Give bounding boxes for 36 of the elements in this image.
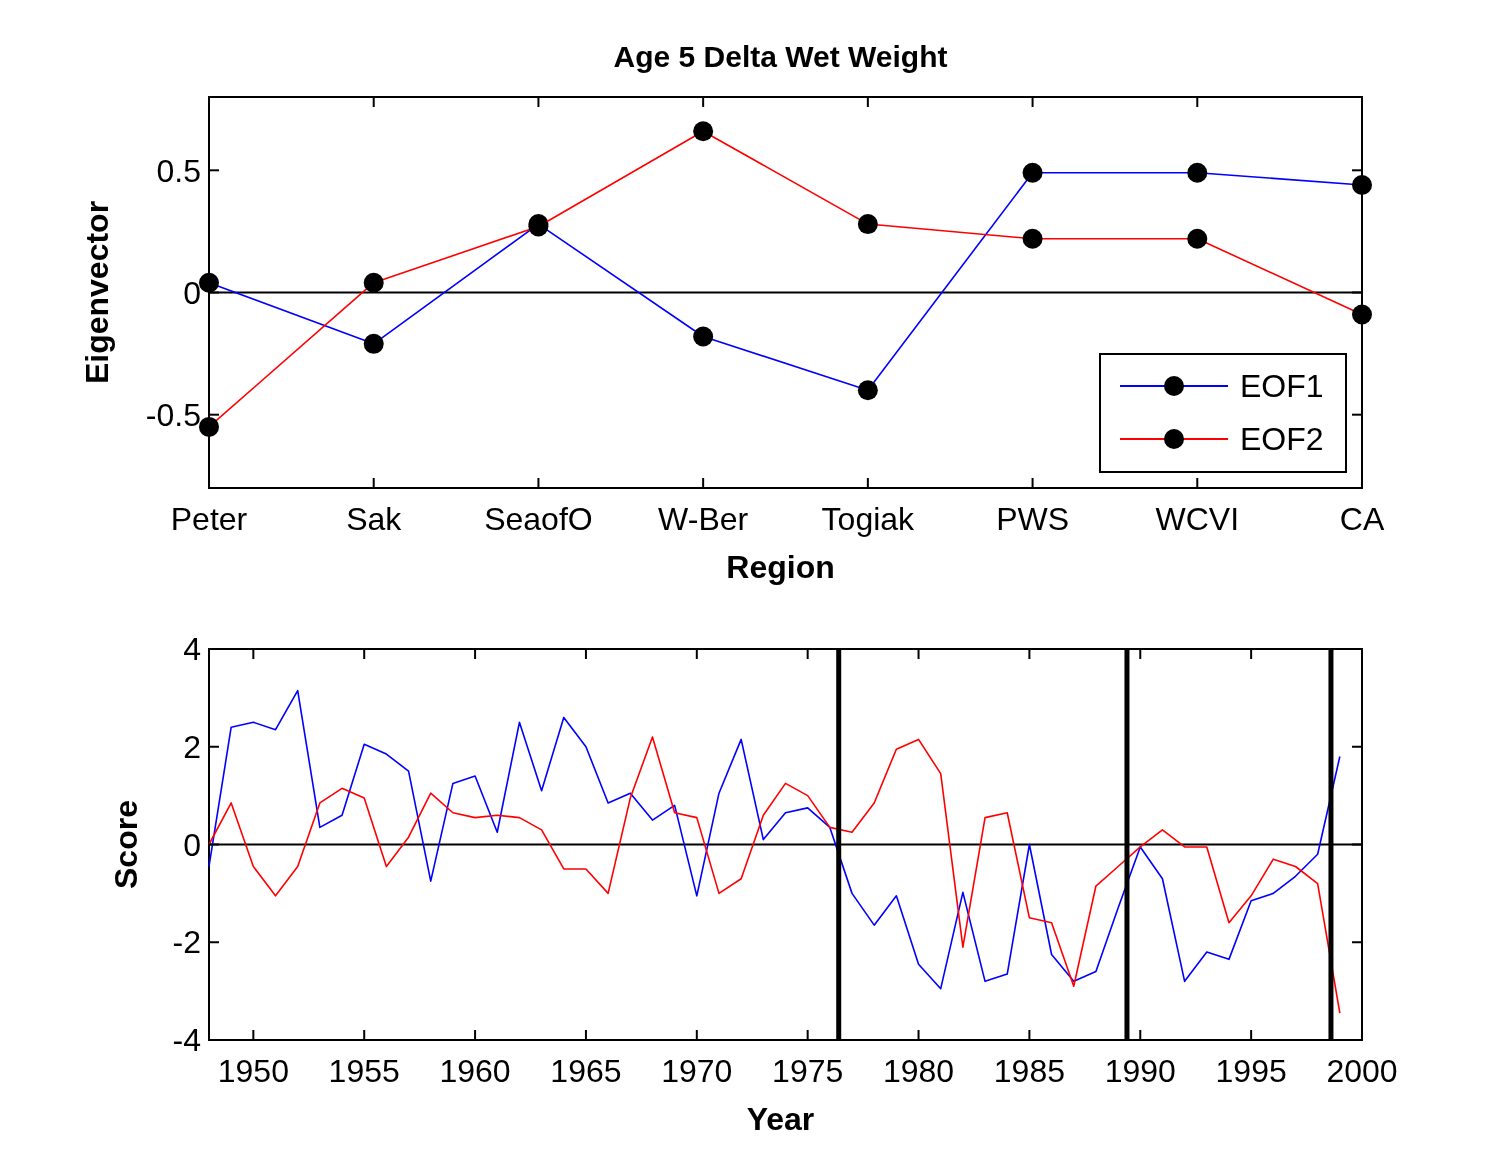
y-tick-label: 4 xyxy=(183,631,201,668)
x-tick-label: PWS xyxy=(996,501,1070,537)
x-tick-label: 1980 xyxy=(882,1053,955,1089)
x-tick-label: 1985 xyxy=(993,1053,1065,1089)
chart-title: Age 5 Delta Wet Weight xyxy=(613,40,948,73)
x-tick-label: 1970 xyxy=(661,1053,733,1089)
x-axis-title: Year xyxy=(746,1101,815,1137)
y-tick-label: -2 xyxy=(172,924,201,961)
x-tick-label: Peter xyxy=(170,501,248,537)
x-tick-label: 1960 xyxy=(439,1053,511,1089)
x-tick-label: W-Ber xyxy=(658,501,749,537)
x-tick-label: Togiak xyxy=(821,501,916,537)
x-axis-title: Region xyxy=(726,549,835,585)
y-axis-title: Score xyxy=(108,800,144,889)
y-tick-label: 0 xyxy=(183,274,201,311)
legend-label: EOF1 xyxy=(1240,368,1324,405)
y-tick-label: 2 xyxy=(183,728,201,765)
x-tick-label: 1995 xyxy=(1215,1053,1287,1089)
x-tick-label: 1990 xyxy=(1104,1053,1176,1089)
y-tick-label: 0 xyxy=(183,826,201,863)
x-tick-label: 1950 xyxy=(217,1053,289,1089)
x-tick-label: CA xyxy=(1339,501,1385,537)
line-series xyxy=(208,736,1341,1014)
line-series xyxy=(208,689,1341,990)
y-tick-label: 0.5 xyxy=(156,152,201,189)
x-tick-label: 2000 xyxy=(1326,1053,1398,1089)
x-tick-label: 1955 xyxy=(328,1053,400,1089)
y-tick-label: -0.5 xyxy=(145,396,201,433)
x-tick-label: SeaofO xyxy=(484,501,593,537)
x-tick-label: Sak xyxy=(346,501,403,537)
x-tick-label: WCVI xyxy=(1155,501,1240,537)
x-tick-label: 1975 xyxy=(772,1053,844,1089)
x-tick-label: 1965 xyxy=(550,1053,622,1089)
legend-label: EOF2 xyxy=(1240,421,1324,458)
y-tick-label: -4 xyxy=(172,1022,201,1059)
y-axis-title: Eigenvector xyxy=(79,200,115,385)
